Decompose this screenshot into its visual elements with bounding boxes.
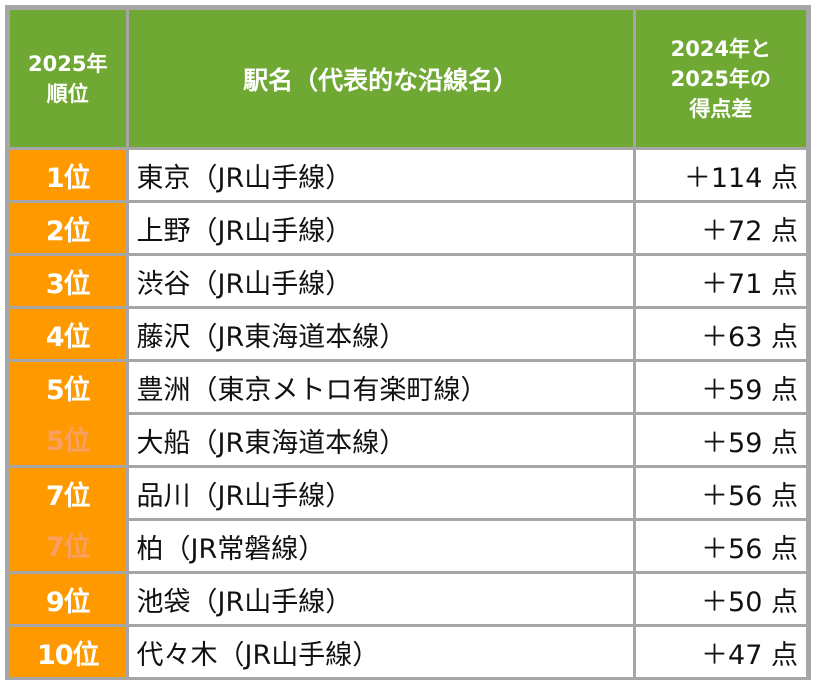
station-cell: 品川（JR山手線） (128, 468, 633, 518)
diff-cell: ＋56 点 (635, 518, 806, 571)
diff-cell: ＋59 点 (635, 412, 806, 465)
rank-cell-tied: 7位 (10, 518, 126, 571)
ranking-table: 2025年 順位 駅名（代表的な沿線名） 2024年と 2025年の 得点差 1… (5, 5, 811, 680)
rank-cell: 3位 (10, 256, 126, 306)
rank-cell: 4位 (10, 309, 126, 359)
header-diff-line3: 得点差 (689, 96, 753, 121)
table-row: 7位 柏（JR常磐線） ＋56 点 (10, 518, 806, 571)
diff-cell: ＋56 点 (635, 468, 806, 518)
header-station: 駅名（代表的な沿線名） (128, 10, 633, 147)
station-cell: 上野（JR山手線） (128, 203, 633, 253)
station-cell: 池袋（JR山手線） (128, 574, 633, 624)
diff-cell: ＋63 点 (635, 309, 806, 359)
diff-cell: ＋50 点 (635, 574, 806, 624)
station-cell: 代々木（JR山手線） (128, 627, 633, 677)
rank-cell: 9位 (10, 574, 126, 624)
table-row: 5位 豊洲（東京メトロ有楽町線） ＋59 点 (10, 362, 806, 412)
header-rank-line2: 順位 (46, 81, 89, 106)
station-cell: 藤沢（JR東海道本線） (128, 309, 633, 359)
station-cell: 大船（JR東海道本線） (128, 412, 633, 465)
table-row: 7位 品川（JR山手線） ＋56 点 (10, 468, 806, 518)
table-row: 9位 池袋（JR山手線） ＋50 点 (10, 574, 806, 624)
table-header: 2025年 順位 駅名（代表的な沿線名） 2024年と 2025年の 得点差 (10, 10, 806, 147)
rank-cell: 10位 (10, 627, 126, 677)
table-row: 3位 渋谷（JR山手線） ＋71 点 (10, 256, 806, 306)
diff-cell: ＋59 点 (635, 362, 806, 412)
rank-cell: 7位 (10, 468, 126, 518)
diff-cell: ＋47 点 (635, 627, 806, 677)
header-rank-line1: 2025年 (28, 51, 108, 76)
rank-cell: 1位 (10, 150, 126, 200)
diff-cell: ＋72 点 (635, 203, 806, 253)
rank-cell-tied: 5位 (10, 412, 126, 465)
table-row: 5位 大船（JR東海道本線） ＋59 点 (10, 412, 806, 465)
header-rank: 2025年 順位 (10, 10, 126, 147)
table-body: 1位 東京（JR山手線） ＋114 点 2位 上野（JR山手線） ＋72 点 3… (10, 150, 806, 680)
diff-cell: ＋114 点 (635, 150, 806, 200)
station-cell: 東京（JR山手線） (128, 150, 633, 200)
station-cell: 柏（JR常磐線） (128, 518, 633, 571)
header-diff: 2024年と 2025年の 得点差 (635, 10, 806, 147)
station-cell: 渋谷（JR山手線） (128, 256, 633, 306)
rank-cell: 2位 (10, 203, 126, 253)
tied-rank-text: 7位 (45, 532, 91, 563)
header-diff-line2: 2025年の (670, 66, 772, 91)
header-diff-line1: 2024年と (670, 36, 772, 61)
table-row: 1位 東京（JR山手線） ＋114 点 (10, 150, 806, 200)
table-row: 10位 代々木（JR山手線） ＋47 点 (10, 627, 806, 677)
diff-cell: ＋71 点 (635, 256, 806, 306)
rank-cell: 5位 (10, 362, 126, 412)
table-row: 2位 上野（JR山手線） ＋72 点 (10, 203, 806, 253)
station-cell: 豊洲（東京メトロ有楽町線） (128, 362, 633, 412)
table-row: 4位 藤沢（JR東海道本線） ＋63 点 (10, 309, 806, 359)
tied-rank-text: 5位 (45, 426, 91, 457)
